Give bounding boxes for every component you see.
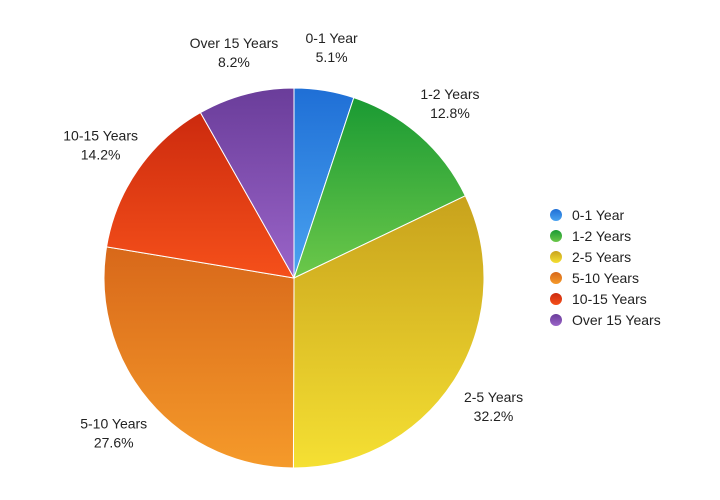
- legend-swatch: [550, 208, 562, 221]
- slice-percent-label: 12.8%: [430, 105, 470, 121]
- slice-percent-label: 32.2%: [474, 408, 514, 424]
- pie-slice-5-10-years[interactable]: [103, 246, 295, 469]
- pie-slice-1-2-years[interactable]: [293, 97, 466, 279]
- slice-label: 2-5 Years 32.2%: [464, 389, 523, 424]
- legend-item[interactable]: Over 15 Years: [550, 309, 661, 330]
- legend-item[interactable]: 5-10 Years: [550, 267, 661, 288]
- pie-slice-over-15-years[interactable]: [199, 87, 295, 280]
- legend-label: 2-5 Years: [572, 248, 632, 265]
- legend-label: 5-10 Years: [572, 269, 639, 286]
- pie-labels: 0-1 Year 5.1% 1-2 Years 12.8% 2-5 Years 32.2%…: [63, 30, 523, 450]
- legend-item[interactable]: 2-5 Years: [550, 246, 661, 267]
- slice-percent-label: 14.2%: [81, 147, 121, 163]
- slice-category-label: 5-10 Years: [80, 415, 147, 431]
- slice-label: Over 15 Years 8.2%: [190, 35, 279, 70]
- legend-swatch: [550, 292, 562, 305]
- legend-label: Over 15 Years: [572, 311, 661, 328]
- slice-label: 1-2 Years 12.8%: [420, 86, 479, 121]
- pie-slice-2-5-years[interactable]: [292, 195, 485, 469]
- slice-category-label: 1-2 Years: [420, 86, 479, 102]
- slice-percent-label: 27.6%: [94, 434, 134, 450]
- slice-percent-label: 8.2%: [218, 54, 250, 70]
- legend-swatch: [550, 313, 562, 326]
- slice-percent-label: 5.1%: [316, 49, 348, 65]
- slice-category-label: 10-15 Years: [63, 128, 138, 144]
- legend-item[interactable]: 1-2 Years: [550, 225, 661, 246]
- legend-swatch: [550, 229, 562, 242]
- legend-label: 10-15 Years: [572, 290, 647, 307]
- legend-label: 0-1 Year: [572, 206, 625, 223]
- slice-label: 5-10 Years 27.6%: [80, 415, 147, 450]
- legend-label: 1-2 Years: [572, 227, 632, 244]
- chart-legend: 0-1 Year 1-2 Years 2-5 Years 5-10 Years 10-1…: [550, 204, 661, 330]
- slice-category-label: Over 15 Years: [190, 35, 279, 51]
- pie-slices: [103, 87, 485, 469]
- slice-category-label: 2-5 Years: [464, 389, 523, 405]
- legend-item[interactable]: 10-15 Years: [550, 288, 661, 309]
- legend-item[interactable]: 0-1 Year: [550, 204, 661, 225]
- slice-label: 0-1 Year 5.1%: [306, 30, 358, 65]
- legend-swatch: [550, 250, 562, 263]
- pie-slice-10-15-years[interactable]: [105, 111, 295, 279]
- slice-category-label: 0-1 Year: [306, 30, 358, 46]
- slice-label: 10-15 Years 14.2%: [63, 128, 138, 163]
- legend-swatch: [550, 271, 562, 284]
